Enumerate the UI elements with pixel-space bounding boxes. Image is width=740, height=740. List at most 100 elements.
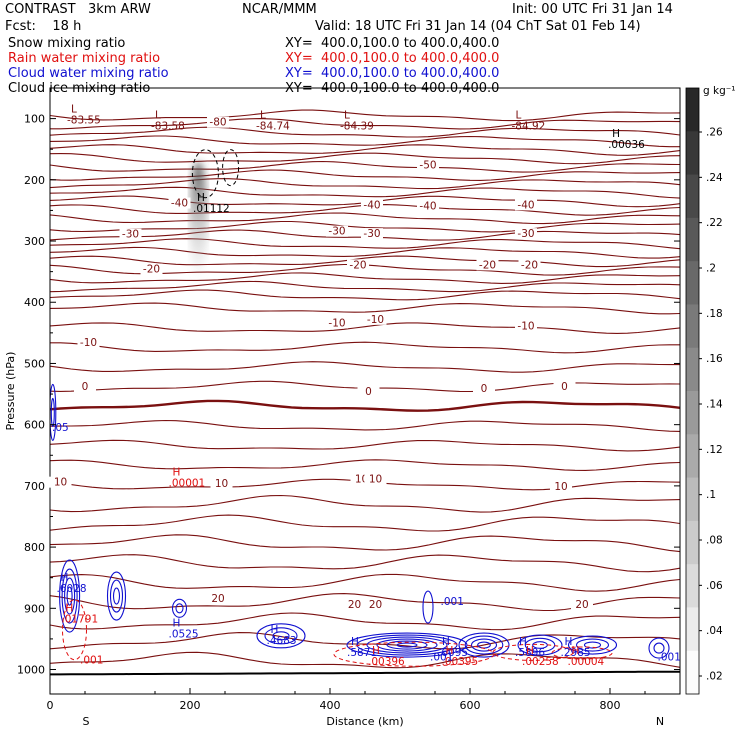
org-label: NCAR/MMM — [242, 2, 317, 17]
cloud-water-contour — [256, 623, 306, 649]
temperature-contour-label: 10 — [554, 481, 567, 493]
contour-value-label: .001 — [658, 651, 681, 663]
contour-label-bg — [77, 337, 100, 349]
contour-label-bg — [473, 383, 495, 394]
field-name-snow: Snow mixing ratio — [8, 36, 126, 51]
isotherm-line — [50, 212, 680, 225]
isotherm-line — [50, 255, 680, 268]
cloud-ice-dashed-contour — [191, 149, 219, 199]
extremum-mark: L — [155, 110, 161, 122]
extremum-value: .00258 — [522, 656, 559, 668]
contour-label-bg — [168, 197, 191, 209]
y-tick-label: 200 — [24, 174, 45, 187]
extremum-value: .00001 — [169, 477, 206, 489]
y-tick-label: 300 — [24, 235, 45, 248]
cloud-water-contour — [64, 577, 76, 615]
extremum-value: .01112 — [193, 203, 230, 215]
isotherm-line — [50, 238, 680, 250]
field-xy-rain: XY= 400.0,100.0 to 400.0,400.0 — [285, 51, 500, 66]
colorbar-segment — [686, 434, 699, 479]
temperature-contour-label: 0 — [481, 383, 488, 395]
cloud-water-contour — [346, 632, 468, 658]
contour-value-label: .05 — [52, 422, 69, 434]
contour-label-bg — [326, 225, 348, 237]
cloud-ice-plume — [189, 161, 208, 278]
extremum-value: .00395 — [442, 656, 479, 668]
cloud-water-contour — [366, 636, 448, 654]
surface-line — [50, 670, 680, 676]
extremum-mark: L — [344, 110, 350, 122]
extremum-mark: H — [173, 618, 181, 630]
contour-label-bg — [364, 473, 387, 485]
contour-label-bg — [140, 263, 163, 275]
temperature-contour-label: -40 — [517, 199, 534, 211]
contour-label-bg — [350, 473, 373, 485]
cloud-water-contour — [396, 642, 418, 648]
temperature-contour-label: -20 — [521, 259, 538, 271]
y-tick-label: 900 — [24, 602, 45, 615]
isotherm-line — [50, 118, 680, 130]
contour-label-bg — [357, 386, 380, 398]
rain-water-contour — [62, 599, 87, 661]
contour-label-bg — [119, 228, 142, 240]
extremum-value: .5896 — [515, 647, 545, 659]
cloud-water-contour — [524, 637, 556, 653]
isotherm-line — [50, 220, 680, 233]
temperature-contour-label: 20 — [575, 599, 588, 611]
rain-water-contour — [333, 641, 495, 667]
isotherm-line — [50, 322, 680, 334]
isotherm-line — [50, 246, 680, 259]
cloud-water-contour — [109, 579, 124, 613]
contour-label-bg — [515, 228, 537, 240]
extremum-mark: H — [442, 636, 450, 648]
isotherm-line — [50, 554, 680, 573]
extremum-mark: H — [65, 602, 73, 614]
colorbar-tick-label: .2 — [706, 263, 716, 275]
extremum-value: -83.58 — [151, 121, 185, 133]
cloud-water-contour — [61, 568, 78, 624]
contour-label-bg — [476, 259, 499, 271]
y-tick-label: 500 — [24, 357, 45, 370]
x-tick-label: 200 — [180, 699, 201, 712]
extremum-mark: H — [173, 466, 181, 478]
extremum-value: .5871 — [347, 647, 377, 659]
contour-label-bg — [207, 116, 229, 128]
cloud-water-contour — [376, 638, 438, 652]
y-axis-label: Pressure (hPa) — [4, 352, 17, 431]
colorbar-segment — [686, 477, 699, 522]
isotherm-line — [50, 126, 680, 138]
colorbar-segment — [686, 88, 699, 132]
temperature-contour-label: -10 — [517, 321, 534, 333]
init-time: Init: 00 UTC Fri 31 Jan 14 — [512, 2, 673, 17]
extremum-mark: L — [516, 110, 522, 122]
extremum-mark: H — [372, 645, 380, 657]
x-tick-label: 800 — [600, 699, 621, 712]
colorbar-segment — [686, 650, 699, 695]
contour-value-label: .001 — [441, 596, 464, 608]
extremum-value: .00004 — [568, 656, 605, 668]
cloud-water-contour — [59, 559, 81, 633]
extremum-mark: H — [271, 624, 279, 636]
extremum-value: .4683 — [267, 635, 297, 647]
contour-label-bg — [515, 320, 537, 332]
field-xy-cloud-water: XY= 400.0,100.0 to 400.0,400.0 — [285, 66, 500, 81]
colorbar-tick-label: .18 — [706, 308, 723, 320]
extremum-mark: L — [260, 110, 266, 122]
colorbar-segment — [686, 261, 699, 305]
contour-label-bg — [553, 381, 576, 393]
valid-time: Valid: 18 UTC Fri 31 Jan 14 (04 ChT Sat … — [315, 19, 641, 34]
field-xy-snow: XY= 400.0,100.0 to 400.0,400.0 — [285, 36, 500, 51]
extremum-mark: H — [526, 645, 534, 657]
isotherm-line — [50, 439, 680, 452]
x-tick-label: 600 — [460, 699, 481, 712]
extremum-value: .01791 — [61, 613, 98, 625]
contour-label-bg — [364, 599, 387, 611]
isotherm-line — [50, 135, 680, 148]
temperature-contour-label: -80 — [209, 117, 226, 129]
contour-value-label: .001 — [80, 654, 103, 666]
temperature-contour-label: -20 — [349, 259, 366, 271]
rain-water-contour — [492, 643, 574, 661]
colorbar-unit: g kg⁻¹ — [703, 85, 736, 97]
x-tick-label: 0 — [47, 699, 54, 712]
temperature-contour-label: 10 — [215, 478, 228, 490]
